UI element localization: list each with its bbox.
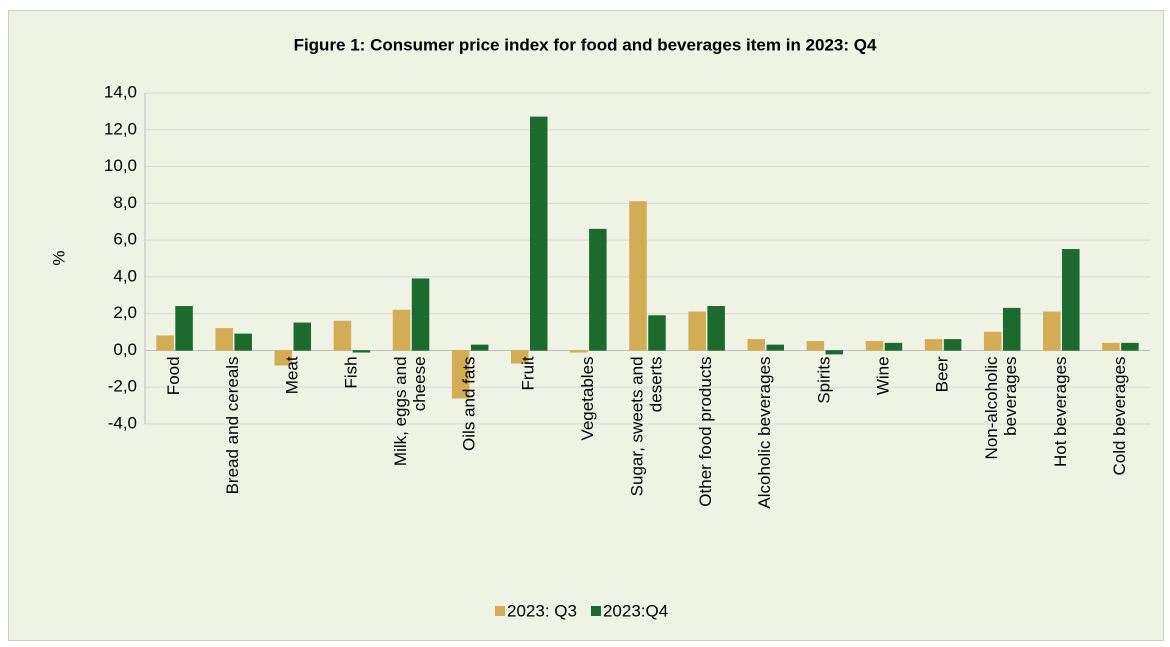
bar (747, 339, 765, 351)
y-tick-label: 14,0 (104, 82, 137, 101)
x-tick-label: Milk, eggs andcheese (392, 356, 430, 466)
bar (333, 320, 352, 351)
bar (766, 344, 784, 351)
x-tick-label: Beer (933, 356, 952, 392)
bar (156, 335, 174, 351)
bar (648, 315, 666, 351)
x-tick-label: Other food products (696, 356, 715, 506)
y-tick-label: 0,0 (113, 340, 137, 359)
y-axis-label: % (49, 250, 68, 265)
bar (1043, 311, 1061, 351)
bar (470, 344, 489, 351)
bar (293, 322, 312, 351)
x-tick-label: Sugar, sweets anddeserts (628, 356, 666, 496)
bar (589, 228, 607, 351)
bar (392, 309, 411, 351)
x-tick-label: Non-alcoholicbeverages (983, 356, 1021, 459)
bar (1102, 342, 1120, 351)
bar (215, 328, 233, 351)
x-tick-label: Fruit (519, 356, 538, 390)
y-tick-label: 4,0 (113, 266, 137, 285)
y-tick-label: 10,0 (104, 156, 137, 175)
bar (1002, 307, 1021, 351)
bar (511, 350, 529, 364)
x-tick-label: Cold beverages (1110, 356, 1129, 475)
bar (924, 339, 943, 351)
x-tick-label: Spirits (814, 356, 833, 403)
x-tick-label: Wine (873, 356, 892, 395)
bar (530, 116, 548, 351)
x-tick-label: Food (164, 356, 183, 395)
legend-swatch (495, 606, 505, 616)
legend-label: 2023:Q4 (603, 601, 668, 620)
bar (884, 342, 903, 351)
bar (1062, 249, 1080, 351)
bar (865, 341, 884, 351)
bar (411, 278, 430, 351)
bar (570, 350, 588, 353)
y-tick-label: -2,0 (108, 377, 137, 396)
chart-background (8, 10, 1164, 641)
x-tick-label: Oils and fats (460, 356, 479, 451)
x-tick-label: Alcoholic beverages (755, 356, 774, 508)
legend-label: 2023: Q3 (507, 601, 577, 620)
chart-title: Figure 1: Consumer price index for food … (294, 35, 877, 54)
x-tick-label: Hot beverages (1051, 356, 1070, 467)
y-tick-label: 12,0 (104, 119, 137, 138)
y-tick-label: 6,0 (113, 230, 137, 249)
bar (806, 341, 825, 351)
bar (175, 306, 193, 351)
x-tick-label: Fish (341, 356, 360, 388)
bar (451, 350, 470, 399)
legend-swatch (590, 606, 601, 616)
x-tick-label: Bread and cereals (223, 356, 242, 494)
bar (707, 306, 725, 351)
x-tick-label: Meat (282, 356, 301, 394)
bar (688, 311, 706, 351)
bar (629, 201, 647, 351)
x-tick-label: Vegetables (578, 356, 597, 440)
y-tick-label: 2,0 (113, 303, 137, 322)
y-tick-label: 8,0 (113, 193, 137, 212)
bar (825, 350, 844, 355)
bar (983, 331, 1002, 351)
bar (943, 339, 962, 351)
bar (352, 350, 371, 353)
bar (274, 350, 293, 366)
y-tick-label: -4,0 (108, 413, 137, 432)
bar (234, 333, 252, 351)
bar (1121, 342, 1139, 351)
